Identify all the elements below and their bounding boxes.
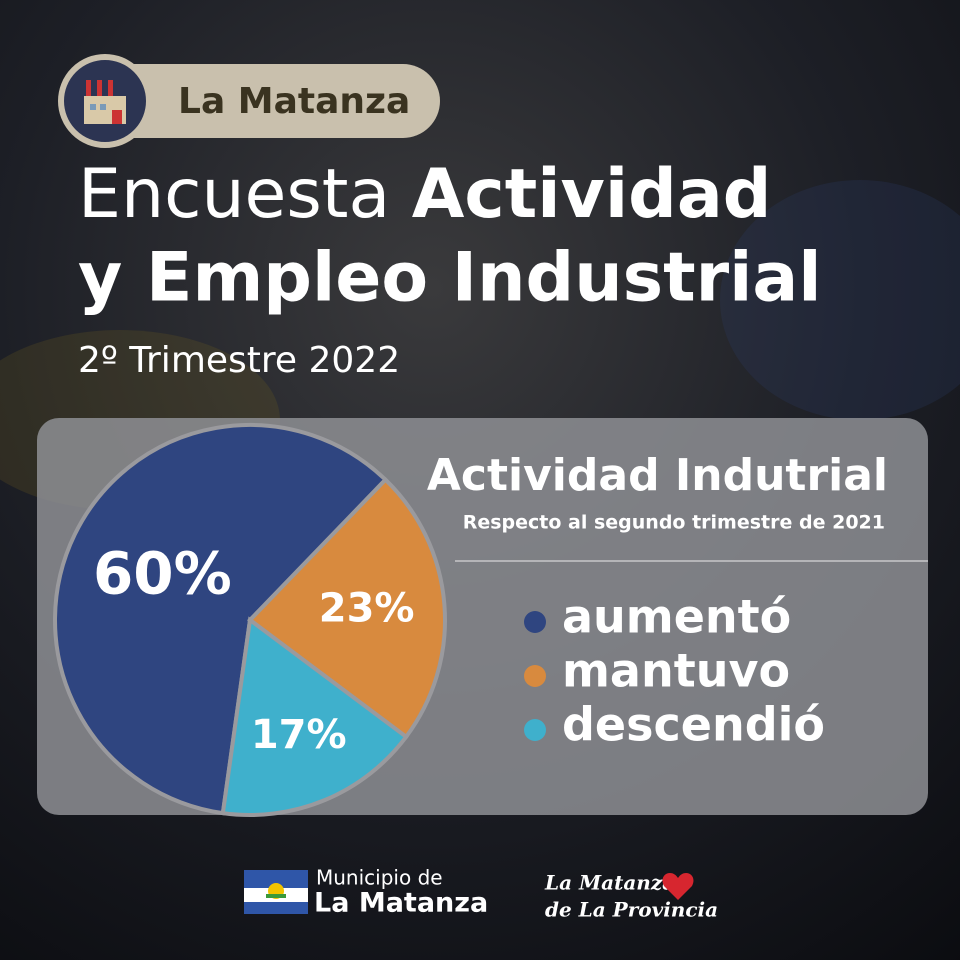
legend-label: descendió bbox=[562, 698, 825, 752]
period: 2º Trimestre 2022 bbox=[78, 340, 400, 381]
chart-title: Actividad Indutrial bbox=[427, 450, 888, 501]
pie-slice bbox=[220, 616, 409, 817]
badge-label: La Matanza bbox=[178, 81, 410, 122]
chart-subtitle: Respecto al segundo trimestre de 2021 bbox=[463, 512, 885, 534]
pie-slice bbox=[53, 423, 389, 816]
municipio-line1: Municipio de bbox=[316, 866, 443, 890]
heart-icon bbox=[662, 872, 694, 900]
title-bold: Actividad bbox=[412, 155, 772, 234]
title-light: Encuesta bbox=[78, 155, 390, 234]
slice-label: 60% bbox=[93, 539, 232, 607]
legend-label: mantuvo bbox=[562, 644, 790, 698]
factory-icon bbox=[84, 80, 126, 124]
municipio-line2: La Matanza bbox=[314, 888, 488, 919]
badge bbox=[60, 64, 440, 138]
pie: 60% 23% 17% bbox=[53, 423, 447, 817]
legend-swatch bbox=[524, 611, 546, 633]
slogan-line2: de La Provincia bbox=[545, 898, 718, 922]
legend-swatch bbox=[524, 665, 546, 687]
municipio-logo bbox=[244, 870, 308, 914]
legend-label: aumentó bbox=[562, 590, 791, 644]
background-blur bbox=[720, 180, 960, 420]
main-title: Encuesta Actividad bbox=[78, 155, 771, 234]
slice-label: 23% bbox=[319, 586, 415, 632]
legend-swatch bbox=[524, 719, 546, 741]
slogan-line1: La Matanza, bbox=[544, 871, 682, 895]
slice-label: 17% bbox=[251, 712, 347, 758]
main-title-line2: y Empleo Industrial bbox=[78, 239, 822, 318]
pie-slice bbox=[246, 476, 447, 740]
